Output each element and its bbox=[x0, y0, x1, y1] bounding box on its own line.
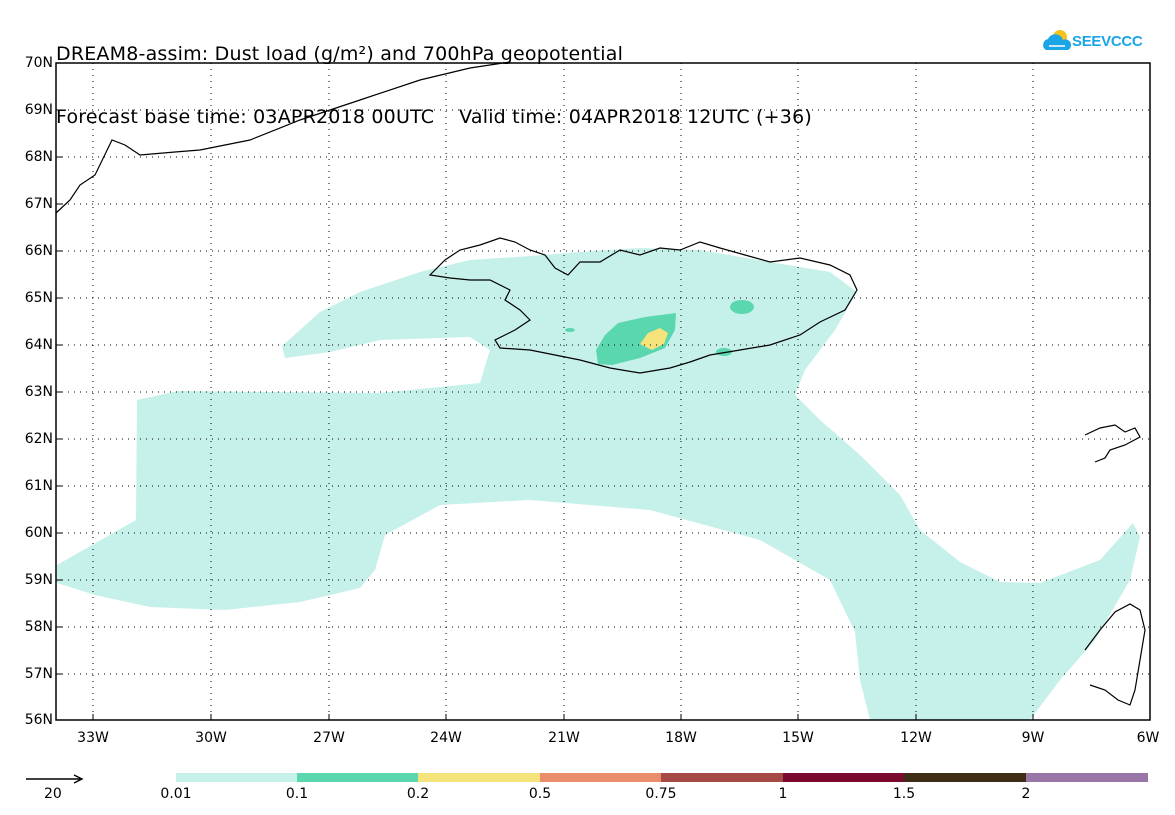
title-line-1: DREAM8-assim: Dust load (g/m²) and 700hP… bbox=[56, 43, 624, 65]
lon-label: 27W bbox=[313, 730, 345, 746]
lat-label: 63N bbox=[24, 384, 53, 400]
lat-label: 70N bbox=[24, 55, 53, 71]
colorbar-label: 0.75 bbox=[645, 786, 677, 802]
colorbar-label: 2 bbox=[1021, 786, 1031, 802]
lon-label: 15W bbox=[782, 730, 814, 746]
lat-label: 62N bbox=[24, 431, 53, 447]
lat-label: 59N bbox=[24, 572, 53, 588]
lat-gridlines bbox=[56, 109, 1150, 675]
lon-label: 18W bbox=[665, 730, 697, 746]
lat-label: 67N bbox=[24, 196, 53, 212]
lat-label: 68N bbox=[24, 149, 53, 165]
lon-label: 30W bbox=[195, 730, 227, 746]
map-frame bbox=[55, 62, 1151, 721]
lat-label: 56N bbox=[24, 712, 53, 728]
dust-level-3-region bbox=[640, 328, 668, 350]
colorbar-swatch bbox=[661, 773, 783, 782]
lat-label: 58N bbox=[24, 619, 53, 635]
dust-level-2-region bbox=[565, 300, 754, 365]
lon-label: 21W bbox=[548, 730, 580, 746]
colorbar-swatch bbox=[1026, 773, 1148, 782]
lat-label: 69N bbox=[24, 102, 53, 118]
colorbar-swatch bbox=[418, 773, 540, 782]
lon-label: 24W bbox=[430, 730, 462, 746]
colorbar-swatch bbox=[297, 773, 418, 782]
lat-label: 60N bbox=[24, 525, 53, 541]
axis-ticks bbox=[56, 109, 1034, 720]
title-line-2: Forecast base time: 03APR2018 00UTC Vali… bbox=[56, 106, 812, 128]
colorbar bbox=[176, 773, 1148, 782]
colorbar-label: 1 bbox=[778, 786, 788, 802]
lat-label: 64N bbox=[24, 337, 53, 353]
colorbar-label: 0.5 bbox=[528, 786, 552, 802]
colorbar-swatch bbox=[540, 773, 661, 782]
lat-label: 66N bbox=[24, 243, 53, 259]
seevccc-logo: SEEVCCC bbox=[1040, 28, 1152, 56]
colorbar-swatch bbox=[176, 773, 297, 782]
colorbar-label: 0.1 bbox=[285, 786, 309, 802]
logo-text: SEEVCCC bbox=[1072, 33, 1143, 50]
lon-label: 33W bbox=[77, 730, 109, 746]
lat-label: 57N bbox=[24, 666, 53, 682]
lon-label: 6W bbox=[1136, 730, 1160, 746]
wind-arrow-label: 20 bbox=[44, 786, 62, 802]
lat-label: 65N bbox=[24, 290, 53, 306]
cloud-sun-icon bbox=[1043, 30, 1072, 50]
lon-label: 9W bbox=[1021, 730, 1045, 746]
colorbar-label: 1.5 bbox=[892, 786, 916, 802]
coastline bbox=[55, 61, 1146, 706]
lat-label: 61N bbox=[24, 478, 53, 494]
lon-label: 12W bbox=[900, 730, 932, 746]
wind-arrow-icon bbox=[26, 774, 84, 784]
colorbar-swatch bbox=[904, 773, 1026, 782]
colorbar-label: 0.01 bbox=[160, 786, 192, 802]
map-title: DREAM8-assim: Dust load (g/m²) and 700hP… bbox=[56, 2, 812, 149]
dust-level-1-region bbox=[57, 248, 1140, 720]
colorbar-label: 0.2 bbox=[406, 786, 430, 802]
colorbar-swatch bbox=[783, 773, 904, 782]
